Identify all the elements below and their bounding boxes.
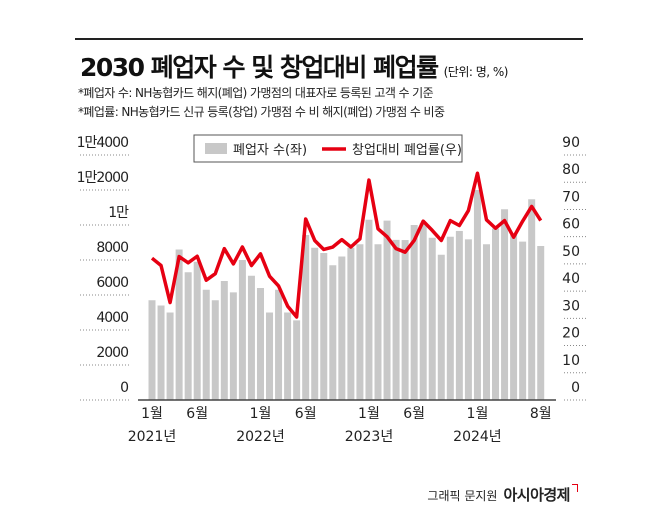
- x-year-label: 2024년: [453, 429, 502, 445]
- bar-closures: [202, 289, 210, 400]
- bar-closures: [256, 288, 264, 400]
- bar-closures: [464, 239, 472, 400]
- bar-closures: [148, 300, 156, 400]
- bar-closures: [501, 209, 509, 400]
- x-year-label: 2023년: [345, 429, 394, 445]
- bar-closures: [311, 247, 319, 400]
- bar-closures: [175, 249, 183, 400]
- unit-label: (단위: 명, %): [443, 65, 509, 79]
- bar-closures: [528, 199, 536, 400]
- legend-bar-swatch: [205, 143, 227, 154]
- legend-bar-label: 폐업자 수(좌): [233, 143, 307, 158]
- left-tick-label: 1만4000: [77, 135, 129, 151]
- title-text: 2030 폐업자 수 및 창업대비 폐업률: [80, 53, 439, 82]
- x-month-label: 1월: [141, 406, 163, 422]
- left-tick-label: 1만: [108, 205, 129, 221]
- right-tick-label: 90: [562, 135, 580, 151]
- left-tick-label: 0: [120, 380, 128, 396]
- note-rate: *폐업률: NH농협카드 신규 등록(창업) 가맹점 수 비 해지(폐업) 가맹…: [78, 105, 445, 119]
- x-month-label: 6월: [403, 406, 425, 422]
- left-tick-label: 8000: [96, 240, 128, 256]
- bar-closures: [428, 237, 436, 400]
- bar-closures: [220, 281, 228, 400]
- right-tick-label: 80: [562, 162, 580, 178]
- bar-closures: [266, 312, 274, 400]
- footer: 그래픽 문지원 아시아경제: [427, 484, 578, 505]
- right-tick-label: 30: [562, 298, 580, 314]
- bar-closures: [537, 246, 545, 400]
- bar-closures: [166, 312, 174, 400]
- bar-closures: [374, 244, 382, 400]
- bar-closures: [446, 236, 454, 400]
- right-tick-label: 70: [562, 189, 580, 205]
- bar-closures: [293, 320, 301, 400]
- x-month-label: 6월: [186, 406, 208, 422]
- left-tick-label: 1만2000: [77, 170, 129, 186]
- bar-closures: [410, 225, 418, 400]
- bar-closures: [356, 244, 364, 400]
- x-year-label: 2021년: [128, 429, 177, 445]
- title-rule: [75, 38, 583, 40]
- brand: 아시아경제: [503, 486, 570, 504]
- bar-closures: [238, 260, 246, 400]
- bar-closures: [365, 219, 373, 400]
- bar-closures: [338, 256, 346, 400]
- bar-closures: [157, 305, 165, 400]
- bar-closures: [302, 234, 310, 400]
- bar-closures: [211, 300, 219, 400]
- left-tick-label: 4000: [96, 310, 128, 326]
- x-month-label: 1월: [467, 406, 489, 422]
- credit: 그래픽 문지원: [427, 489, 498, 503]
- right-tick-label: 10: [562, 353, 580, 369]
- bar-closures: [229, 292, 237, 400]
- right-tick-label: 0: [571, 380, 580, 396]
- bar-closures: [193, 261, 201, 400]
- bar-closures: [184, 272, 192, 400]
- bar-closures: [284, 312, 292, 400]
- x-month-label: 8월: [530, 406, 552, 422]
- right-tick-label: 20: [562, 326, 580, 342]
- bar-closures: [492, 228, 500, 400]
- right-tick-label: 60: [562, 217, 580, 233]
- bar-closures: [329, 265, 337, 400]
- bar-closures: [482, 244, 490, 400]
- rate-line: [150, 171, 543, 319]
- bar-closures: [419, 223, 427, 400]
- x-month-label: 1월: [250, 406, 272, 422]
- bar-closures: [437, 254, 445, 400]
- right-tick-label: 40: [562, 271, 580, 287]
- x-month-label: 1월: [358, 406, 380, 422]
- x-month-label: 6월: [295, 406, 317, 422]
- left-tick-label: 2000: [96, 345, 128, 361]
- bar-closures: [247, 275, 255, 400]
- bar-closures: [392, 239, 400, 400]
- bar-closures: [347, 247, 355, 400]
- bar-closures: [383, 220, 391, 400]
- chart-title: 2030 폐업자 수 및 창업대비 폐업률 (단위: 명, %): [80, 48, 508, 84]
- legend: 폐업자 수(좌) 창업대비 폐업률(우): [193, 134, 463, 163]
- brand-mark-icon: [572, 484, 578, 492]
- bar-closures: [455, 230, 463, 400]
- legend-line-label: 창업대비 폐업률(우): [352, 143, 462, 158]
- bar-closures: [510, 234, 518, 400]
- bar-closures: [519, 241, 527, 400]
- note-closures: *폐업자 수: NH농협카드 해지(폐업) 가맹점의 대표자로 등록된 고객 수…: [78, 86, 434, 100]
- right-tick-label: 50: [562, 244, 580, 260]
- bar-closures: [473, 190, 481, 400]
- bar-closures: [401, 240, 409, 400]
- x-year-label: 2022년: [236, 429, 285, 445]
- bar-closures: [320, 253, 328, 400]
- bar-closures: [275, 289, 283, 400]
- left-tick-label: 6000: [96, 275, 128, 291]
